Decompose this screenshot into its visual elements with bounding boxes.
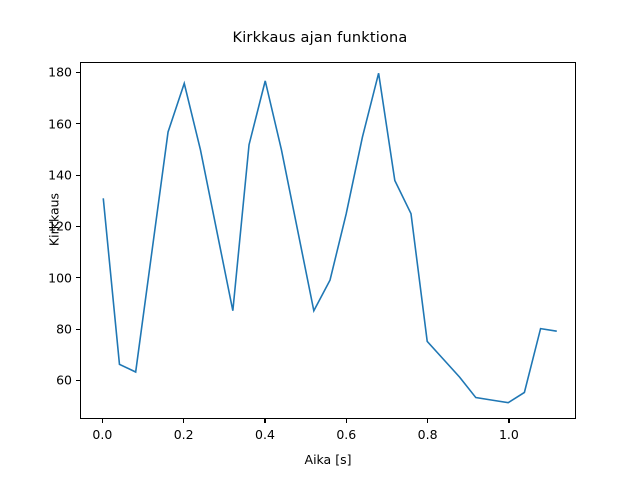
y-tick-label: 60 [56, 372, 72, 388]
x-tick-label: 0.8 [417, 427, 438, 442]
x-tick-label: 0.6 [336, 427, 357, 442]
y-tick-label: 160 [48, 116, 72, 132]
x-tick-mark [101, 419, 103, 423]
x-tick-label: 1.0 [498, 427, 519, 442]
series-line-kirkkaus [102, 73, 557, 404]
x-tick-label: 0.0 [92, 427, 113, 442]
chart-title: Kirkkaus ajan funktiona [232, 30, 408, 46]
y-tick-label: 180 [48, 64, 72, 80]
x-tick-mark [345, 419, 347, 423]
x-tick-mark [183, 419, 185, 423]
data-line-chart [102, 73, 557, 404]
x-tick-label: 0.2 [173, 427, 194, 442]
x-axis-label: Aika [s] [304, 452, 352, 467]
plot-area [80, 62, 576, 419]
x-tick-mark [508, 419, 510, 423]
y-tick-label: 80 [56, 321, 72, 337]
x-tick-label: 0.4 [255, 427, 275, 442]
y-axis-label: Kirkkaus [46, 192, 62, 247]
x-tick-mark [264, 419, 266, 423]
x-tick-mark [427, 419, 429, 423]
